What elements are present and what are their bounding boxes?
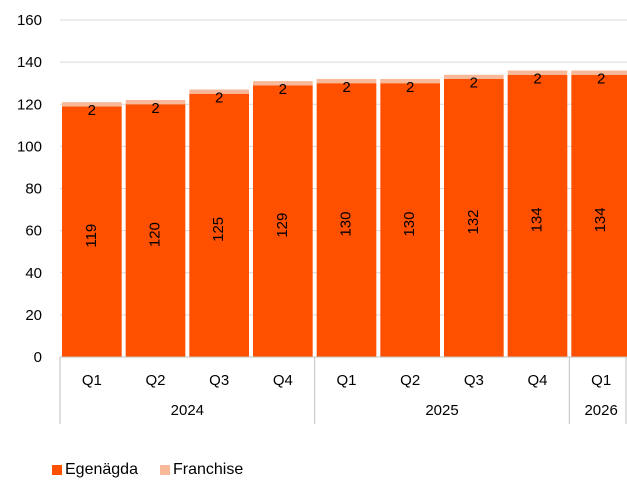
y-tick-label: 80	[25, 181, 42, 198]
x-group-label: 2024	[171, 402, 204, 419]
bar-franchise	[571, 70, 627, 75]
data-label-franchise: 2	[342, 79, 350, 96]
data-label-franchise: 2	[88, 102, 96, 119]
x-group-label: 2025	[425, 402, 458, 419]
data-label-egenagda: 129	[274, 213, 291, 238]
data-label-egenagda: 119	[83, 224, 100, 248]
bar-franchise	[380, 78, 440, 84]
data-label-egenagda: 134	[528, 207, 545, 232]
x-tick-label: Q4	[527, 372, 547, 389]
x-tick-label: Q1	[336, 372, 356, 389]
legend-label-egenagda: Egenägda	[65, 461, 138, 478]
data-label-franchise: 2	[597, 71, 605, 88]
bars: 119 2 120 2 125 2 129 2 130 2 130 2 132 2 134 2 134 2	[62, 71, 627, 357]
x-axis: Q1 Q2 Q3 Q4 Q1 Q2 Q3 Q4 Q1 2024 2025 2026	[59, 356, 627, 424]
bar-egenagda	[189, 93, 249, 357]
data-label-franchise: 2	[533, 71, 541, 88]
bar-franchise	[316, 78, 377, 84]
data-label-egenagda: 130	[401, 212, 418, 237]
data-label-egenagda: 134	[592, 207, 609, 232]
x-tick-label: Q4	[273, 372, 293, 389]
x-tick-label: Q2	[400, 372, 420, 389]
y-tick-label: 100	[17, 138, 42, 155]
bar-egenagda	[444, 78, 504, 357]
y-tick-label: 40	[25, 265, 42, 282]
bar-franchise	[253, 81, 313, 86]
legend-item-egenagda: Egenägda	[52, 461, 138, 479]
y-tick-label: 140	[17, 54, 42, 71]
bar-franchise	[189, 89, 249, 94]
data-label-egenagda: 132	[465, 209, 482, 234]
legend-swatch-franchise	[159, 465, 170, 475]
bar-egenagda	[380, 83, 440, 357]
bar-egenagda	[253, 85, 313, 357]
data-label-franchise: 2	[470, 75, 478, 92]
bar-egenagda	[507, 74, 568, 357]
y-tick-label: 120	[17, 96, 42, 113]
x-tick-label: Q1	[82, 372, 102, 389]
data-label-egenagda: 120	[146, 222, 163, 247]
x-group-label: 2026	[584, 402, 617, 419]
bar-egenagda	[125, 104, 186, 357]
x-tick-label: Q3	[464, 372, 484, 389]
x-tick-label: Q1	[591, 372, 611, 389]
y-tick-label: 160	[17, 12, 42, 29]
x-tick-label: Q2	[145, 372, 165, 389]
bar-egenagda	[62, 106, 122, 357]
bar-franchise	[125, 100, 186, 105]
x-tick-label: Q3	[209, 372, 229, 389]
legend-item-franchise: Franchise	[159, 461, 244, 479]
bar-franchise	[507, 70, 568, 75]
y-tick-label: 60	[25, 223, 42, 240]
y-axis: 0 20 40 60 80 100 120 140 160	[17, 12, 42, 366]
data-label-franchise: 2	[279, 81, 287, 98]
data-label-egenagda: 130	[337, 212, 354, 237]
legend: Egenägda Franchise	[52, 461, 243, 479]
bar-franchise	[444, 74, 504, 79]
y-tick-label: 20	[25, 307, 42, 324]
legend-label-franchise: Franchise	[172, 461, 244, 478]
bar-franchise	[62, 102, 122, 107]
bar-egenagda	[571, 74, 627, 357]
bar-egenagda	[316, 83, 377, 357]
data-label-franchise: 2	[151, 100, 159, 117]
data-label-franchise: 2	[406, 79, 414, 96]
y-tick-label: 0	[34, 349, 42, 366]
data-label-franchise: 2	[215, 89, 223, 106]
data-label-egenagda: 125	[210, 217, 227, 242]
legend-swatch-egenagda	[52, 465, 62, 475]
